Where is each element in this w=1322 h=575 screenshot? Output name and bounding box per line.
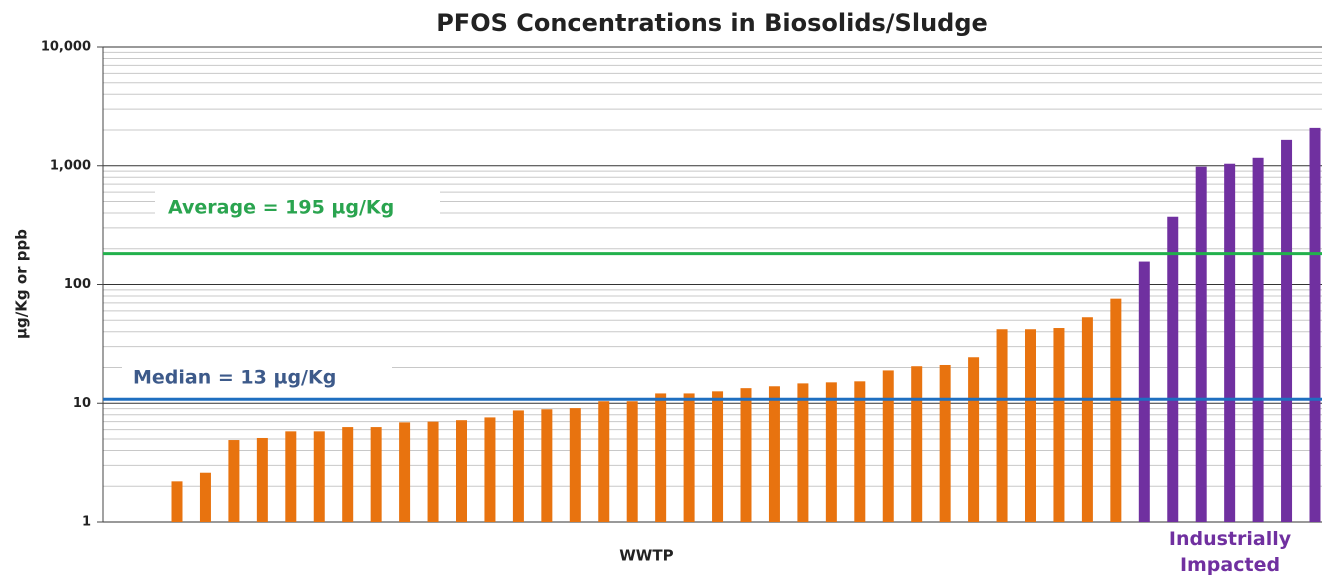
bar [256, 437, 268, 522]
bar [1025, 329, 1036, 522]
bar [171, 481, 183, 522]
bar [1224, 163, 1236, 522]
bar [285, 431, 297, 522]
bar [199, 472, 211, 522]
bar [655, 393, 667, 522]
bar [712, 391, 724, 522]
bar [512, 410, 524, 522]
bar [313, 431, 325, 522]
bar [598, 401, 610, 522]
y-tick-label: 100 [64, 277, 91, 292]
bar [1309, 127, 1321, 523]
y-tick-label: 1 [82, 515, 91, 530]
bar [968, 357, 980, 522]
y-axis-label: µg/Kg or ppb [13, 229, 31, 339]
bar [342, 427, 354, 522]
bar [399, 422, 411, 522]
bar [1195, 166, 1207, 522]
group-label: WWTP [619, 547, 673, 565]
bar [541, 409, 553, 522]
bar [996, 329, 1008, 522]
bar [768, 386, 780, 522]
bar [882, 370, 894, 522]
reference-label: Average = 195 µg/Kg [168, 197, 394, 219]
bar [370, 427, 382, 522]
bar [1167, 216, 1179, 522]
reference-label: Median = 13 µg/Kg [133, 367, 336, 389]
bar [626, 401, 638, 522]
bar [228, 440, 240, 522]
bar [854, 381, 866, 522]
bar [825, 382, 837, 522]
chart-title: PFOS Concentrations in Biosolids/Sludge [436, 9, 988, 37]
y-tick-label: 1,000 [50, 158, 91, 173]
y-tick-label: 10 [73, 396, 91, 411]
group-label: Industrially Impacted [1169, 528, 1292, 575]
y-tick-label: 10,000 [41, 40, 91, 55]
bar [1252, 157, 1264, 522]
bar [911, 366, 923, 522]
bar [569, 408, 581, 522]
bar [797, 383, 809, 522]
bar [484, 417, 496, 522]
bar [456, 420, 467, 522]
bar [939, 364, 951, 522]
bar [1053, 328, 1065, 522]
bar [1138, 261, 1150, 522]
bar [683, 393, 695, 522]
bar [1110, 298, 1122, 522]
label-box [122, 360, 392, 394]
bar [740, 388, 752, 522]
bar [1081, 317, 1093, 522]
bar [427, 421, 439, 522]
bar [1281, 139, 1293, 522]
label-box [155, 190, 440, 224]
